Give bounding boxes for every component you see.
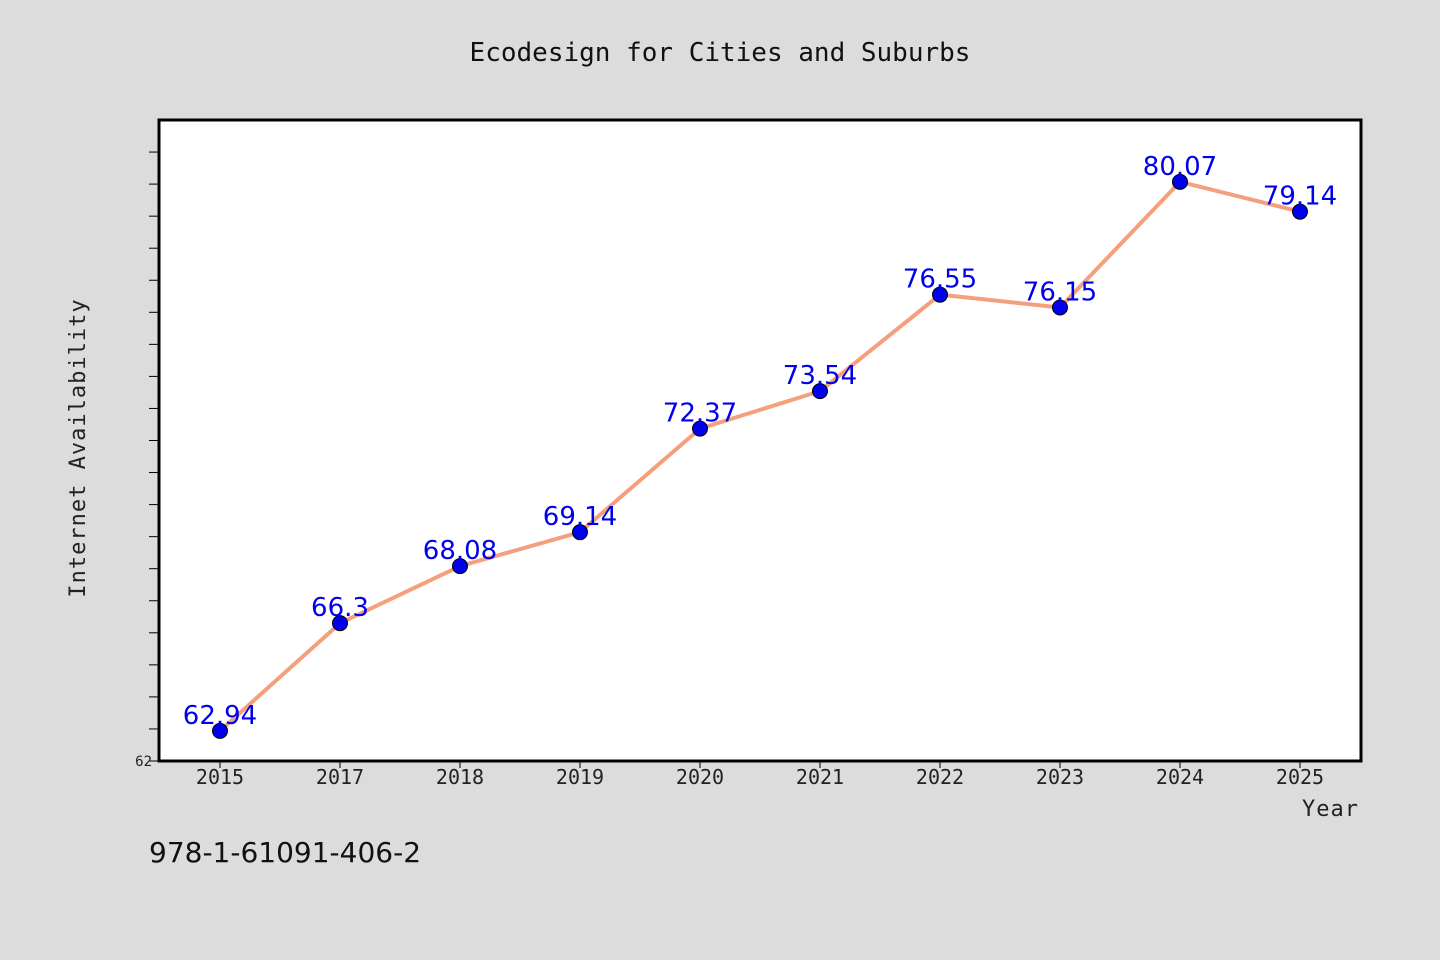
x-tick-label: 2021 — [796, 765, 844, 789]
data-label: 76.55 — [903, 265, 977, 295]
data-point — [1052, 299, 1068, 316]
chart-title: Ecodesign for Cities and Suburbs — [470, 38, 971, 68]
data-point — [212, 722, 228, 739]
y-axis-label: Internet Availability — [66, 298, 91, 597]
data-point — [1292, 203, 1308, 220]
data-markers — [212, 173, 1308, 739]
x-tick-label: 2018 — [436, 765, 484, 789]
x-tick-label: 2015 — [196, 765, 244, 789]
x-tick-label: 2020 — [676, 765, 724, 789]
y-axis-min-label: 62 — [135, 754, 152, 770]
x-tick-label: 2024 — [1156, 765, 1204, 789]
data-label: 62.94 — [183, 701, 257, 731]
data-point — [932, 286, 948, 303]
x-tick-label: 2017 — [316, 765, 364, 789]
x-axis-label: Year — [1302, 797, 1359, 822]
data-label: 80.07 — [1143, 152, 1217, 182]
data-point — [812, 383, 828, 400]
data-label: 68.08 — [423, 536, 497, 566]
data-point — [692, 420, 708, 437]
footer-identifier: 978-1-61091-406-2 — [149, 836, 421, 869]
data-label: 79.14 — [1263, 182, 1337, 212]
data-point — [332, 615, 348, 632]
x-tick-label: 2022 — [916, 765, 964, 789]
x-tick-label: 2023 — [1036, 765, 1084, 789]
data-label: 72.37 — [663, 399, 737, 429]
data-point — [572, 524, 588, 541]
x-tick-label: 2019 — [556, 765, 604, 789]
series-line — [218, 179, 1301, 733]
data-point — [1172, 173, 1188, 190]
x-tick-label: 2025 — [1276, 765, 1324, 789]
data-label: 73.54 — [783, 361, 857, 391]
plot-area — [157, 118, 1363, 763]
y-axis-ticks — [149, 151, 158, 762]
data-label: 76.15 — [1023, 277, 1097, 307]
data-label: 66.3 — [311, 593, 369, 623]
data-labels: 62.94 66.3 68.08 69.14 72.37 73.54 76.55 76.15 8… — [183, 152, 1337, 731]
data-point — [452, 558, 468, 575]
data-label: 69.14 — [543, 502, 617, 532]
x-axis-ticks: 2015 2017 2018 2019 2020 2021 2022 2023 2024 2025 — [196, 762, 1324, 789]
